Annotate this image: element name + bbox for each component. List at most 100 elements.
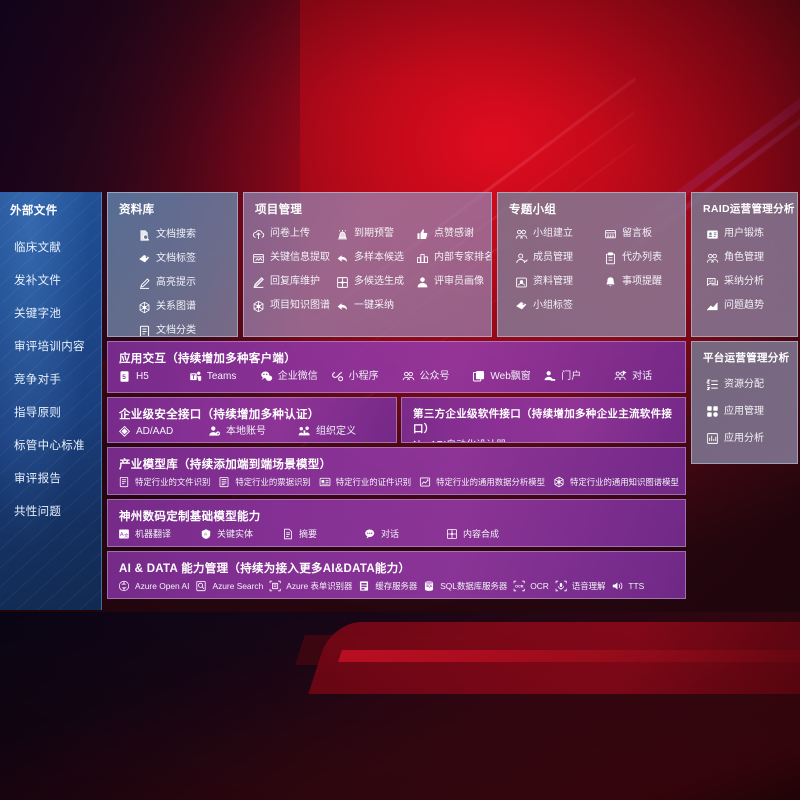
ai-item-2[interactable]: Azure 表单识别器 <box>269 580 352 592</box>
group-item-5[interactable]: 事项提醒 <box>604 270 685 294</box>
ai-label-6: 语音理解 <box>571 580 606 591</box>
proj-item-5[interactable]: 内部专家排名 <box>416 246 491 270</box>
group-label-6: 小组标签 <box>533 300 573 311</box>
interact-item-5[interactable]: Web飘窗 <box>472 370 543 383</box>
plat-item-1[interactable]: 应用管理 <box>706 398 797 425</box>
raid-item-2[interactable]: QA 采纳分析 <box>706 270 797 294</box>
plat-item-0[interactable]: 资源分配 <box>706 371 797 398</box>
group-label-0: 小组建立 <box>533 228 573 239</box>
proj-item-10[interactable]: 一键采纳 <box>336 294 416 318</box>
model-item-3[interactable]: 特定行业的通用数据分析模型 <box>419 476 545 488</box>
sidebar-item-7[interactable]: 审评报告 <box>14 473 62 485</box>
ai-item-0[interactable]: Azure Open AI <box>118 580 189 592</box>
web-popup-icon <box>472 370 485 383</box>
interact-item-7[interactable]: 对话 <box>614 370 685 383</box>
ai-label-5: OCR <box>530 580 549 591</box>
kb-label-1: 文档标签 <box>156 253 196 264</box>
base-item-3[interactable]: 对话 <box>364 528 446 540</box>
proj-item-6[interactable]: 回复库维护 <box>252 270 336 294</box>
row-title-security: 企业级安全接口（持续增加多种认证） <box>119 409 320 421</box>
sec-item-0[interactable]: AD/AAD <box>118 425 208 438</box>
row-title-third-party: 第三方企业级软件接口（持续增加多种企业主流软件接口） <box>413 408 673 435</box>
proj-item-0[interactable]: 问卷上传 <box>252 222 336 246</box>
interact-item-0[interactable]: 5 H5 <box>118 370 189 383</box>
interact-label-5: Web飘窗 <box>490 370 531 382</box>
kb-item-relation-graph[interactable]: 关系图谱 <box>138 295 237 319</box>
ai-label-2: Azure 表单识别器 <box>286 580 353 591</box>
cache-server-icon <box>358 580 370 592</box>
interact-item-4[interactable]: 公众号 <box>402 370 473 383</box>
base-item-4[interactable]: 内容合成 <box>446 528 528 540</box>
sec-item-1[interactable]: 本地账号 <box>208 425 298 438</box>
interact-item-3[interactable]: 小程序 <box>331 370 402 383</box>
kb-item-highlight[interactable]: 高亮提示 <box>138 271 237 295</box>
proj-item-4[interactable]: 多样本候选 <box>336 246 416 270</box>
proj-item-7[interactable]: 多候选生成 <box>336 270 416 294</box>
kb-label-0: 文档搜索 <box>156 229 196 240</box>
ai-item-7[interactable]: TTS <box>611 580 644 592</box>
sec-item-2[interactable]: 组织定义 <box>298 425 388 438</box>
model-item-0[interactable]: 特定行业的文件识别 <box>118 476 210 488</box>
back-arrow-icon <box>336 252 349 265</box>
proj-item-2[interactable]: 点赞感谢 <box>416 222 491 246</box>
kb-item-document-tag[interactable]: 文档标签 <box>138 247 237 271</box>
official-account-icon <box>402 370 415 383</box>
group-item-0[interactable]: 小组建立 <box>515 222 604 246</box>
group-item-3[interactable]: 代办列表 <box>604 246 685 270</box>
alarm-icon <box>336 228 349 241</box>
ai-item-3[interactable]: 缓存服务器 <box>358 580 417 592</box>
base-label-1: 关键实体 <box>217 528 254 539</box>
sidebar-item-3[interactable]: 审评培训内容 <box>14 341 85 353</box>
cloud-upload-icon <box>252 228 265 241</box>
group-item-1[interactable]: 留言板 <box>604 222 685 246</box>
raid-item-3[interactable]: 问题趋势 <box>706 294 797 318</box>
interact-item-6[interactable]: 门户 <box>543 370 614 383</box>
panel-title-knowledge-base: 资料库 <box>119 204 155 216</box>
kb-item-document-search[interactable]: 文档搜索 <box>138 223 237 247</box>
proj-item-3[interactable]: 关键信息提取 <box>252 246 336 270</box>
sidebar-item-6[interactable]: 标管中心标准 <box>14 440 85 452</box>
base-item-1[interactable]: A 关键实体 <box>200 528 282 540</box>
ai-item-6[interactable]: 语音理解 <box>555 580 606 592</box>
interact-label-1: Teams <box>206 370 237 382</box>
proj-label-2: 点赞感谢 <box>434 228 474 239</box>
model-item-2[interactable]: 特定行业的证件识别 <box>319 476 411 488</box>
proj-item-8[interactable]: 评审员画像 <box>416 270 491 294</box>
raid-item-0[interactable]: 用户锻炼 <box>706 222 797 246</box>
group-label-1: 留言板 <box>622 228 652 239</box>
base-item-2[interactable]: 摘要 <box>282 528 364 540</box>
ai-item-1[interactable]: Azure Search <box>195 580 263 592</box>
sidebar-item-0[interactable]: 临床文献 <box>14 242 62 254</box>
group-label-3: 代办列表 <box>622 252 662 263</box>
pen-icon <box>252 276 265 289</box>
interact-item-2[interactable]: 企业微信 <box>260 370 331 383</box>
interact-item-1[interactable]: Teams <box>189 370 260 383</box>
group-item-4[interactable]: 资料管理 <box>515 270 604 294</box>
proj-item-1[interactable]: 到期预警 <box>336 222 416 246</box>
ai-item-4[interactable]: SQL SQL数据库服务器 <box>423 580 507 592</box>
sidebar-item-4[interactable]: 竞争对手 <box>14 374 62 386</box>
sidebar-item-5[interactable]: 指导原则 <box>14 407 62 419</box>
sidebar-item-2[interactable]: 关键字池 <box>14 308 62 320</box>
api-label-0: API自动化设计器 <box>430 440 506 442</box>
group-item-6[interactable]: 小组标签 <box>515 294 604 318</box>
group-label-5: 事项提醒 <box>622 276 662 287</box>
proj-item-9[interactable]: 项目知识图谱 <box>252 294 336 318</box>
sidebar-item-8[interactable]: 共性问题 <box>14 506 62 518</box>
interact-label-7: 对话 <box>632 370 653 382</box>
api-item-0[interactable]: API自动化设计器 <box>412 439 506 442</box>
plat-item-2[interactable]: 应用分析 <box>706 425 797 452</box>
raid-label-1: 角色管理 <box>724 252 764 263</box>
ai-label-3: 缓存服务器 <box>375 580 418 591</box>
sidebar-item-1[interactable]: 发补文件 <box>14 275 62 287</box>
kb-label-2: 高亮提示 <box>156 277 196 288</box>
raid-item-1[interactable]: 角色管理 <box>706 246 797 270</box>
svg-text:A: A <box>120 532 124 538</box>
ai-item-5[interactable]: OCR OCR <box>513 580 549 592</box>
group-item-2[interactable]: 成员管理 <box>515 246 604 270</box>
kb-item-document-category[interactable]: 文档分类 <box>138 319 237 336</box>
raid-label-0: 用户锻炼 <box>724 228 764 239</box>
model-item-4[interactable]: 特定行业的通用知识图谱模型 <box>553 476 679 488</box>
model-item-1[interactable]: 特定行业的票据识别 <box>218 476 311 488</box>
